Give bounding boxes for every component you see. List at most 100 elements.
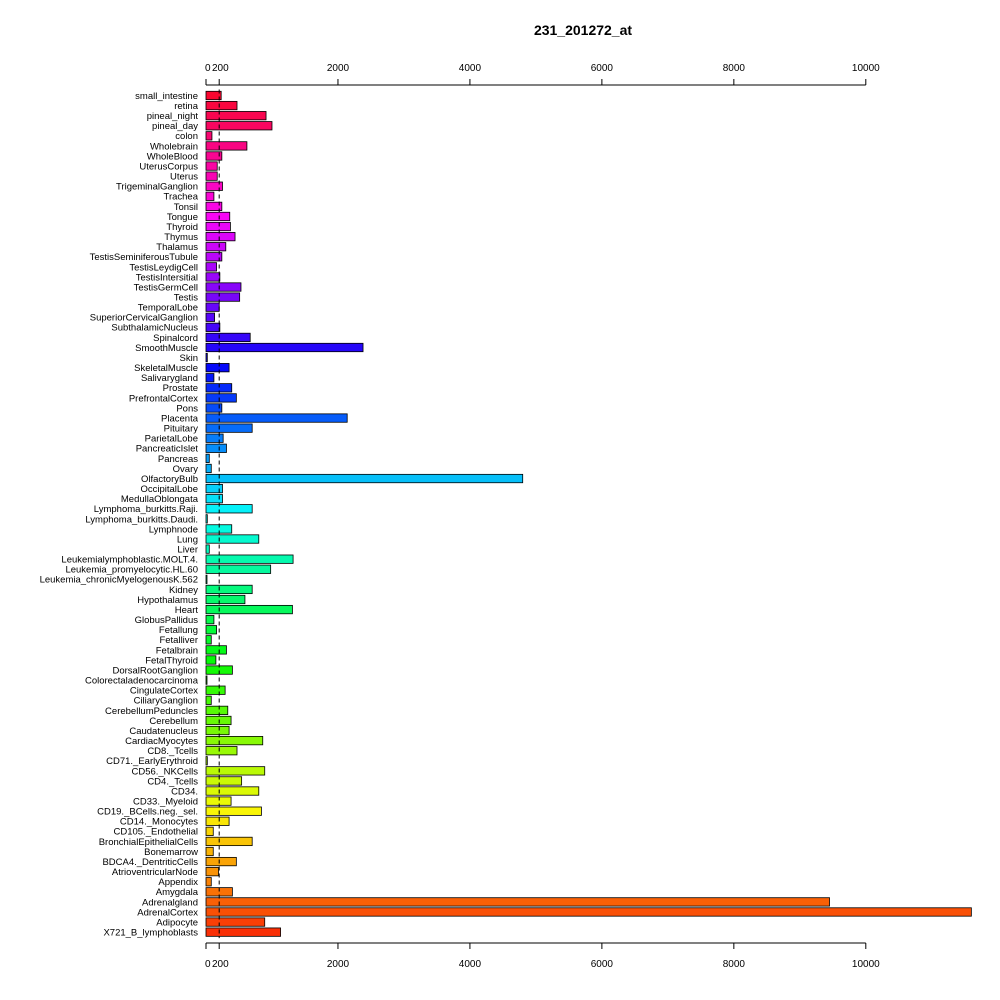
category-label: Hypothalamus — [137, 595, 198, 606]
bar — [205, 877, 212, 887]
bar — [205, 453, 210, 463]
category-label: Ovary — [173, 464, 199, 475]
bar — [205, 272, 221, 282]
category-label: SubthalamicNucleus — [111, 323, 198, 334]
bar — [205, 685, 226, 695]
category-label: CD14._Monocytes — [120, 817, 198, 828]
x-tick-label: 200 — [212, 63, 229, 74]
category-label: OccipitalLobe — [140, 484, 198, 495]
bar — [205, 867, 219, 877]
category-label: DorsalRootGanglion — [112, 665, 198, 676]
bar — [205, 181, 223, 191]
x-tick-label: 10000 — [852, 63, 880, 74]
category-label: Colorectaladenocarcinoma — [85, 676, 199, 687]
category-label: Uterus — [170, 172, 198, 183]
bar — [205, 544, 210, 554]
bar — [205, 463, 212, 474]
category-label: TestisIntersitial — [136, 272, 198, 283]
bar — [205, 221, 231, 232]
category-label: PrefrontalCortex — [129, 393, 198, 404]
category-label: Thalamus — [156, 242, 198, 253]
category-label: CD8._Tcells — [147, 746, 198, 757]
category-label: Lung — [177, 534, 198, 545]
bar — [205, 806, 262, 816]
category-label: CD56._NKCells — [131, 766, 198, 777]
bar — [205, 796, 232, 806]
category-label: Heart — [175, 605, 199, 616]
category-label: CiliaryGanglion — [134, 696, 198, 707]
category-label: Testis — [174, 293, 199, 304]
bar — [205, 494, 223, 504]
bar — [205, 816, 230, 826]
category-label: AtrioventricularNode — [112, 867, 198, 878]
x-tick-label: 0 — [205, 959, 211, 970]
bar — [205, 363, 230, 373]
bar — [205, 826, 214, 836]
category-label: TestisSeminiferousTubule — [90, 252, 198, 263]
x-tick-label: 2000 — [327, 63, 350, 74]
bar — [205, 715, 232, 726]
category-label: CingulateCortex — [130, 686, 198, 697]
category-label: MedullaOblongata — [121, 494, 199, 505]
category-label: Lymphnode — [149, 524, 198, 535]
x-tick-label: 200 — [212, 959, 229, 970]
category-label: pineal_day — [152, 121, 198, 132]
bar — [205, 514, 208, 524]
x-tick-label: 0 — [205, 63, 211, 74]
bar — [205, 736, 264, 746]
category-label: CD33._Myeloid — [133, 797, 198, 808]
bar — [205, 423, 253, 433]
category-label: CD71._EarlyErythroid — [106, 756, 198, 767]
x-tick-label: 4000 — [459, 959, 482, 970]
bar — [205, 584, 253, 595]
bar — [205, 191, 215, 201]
x-tick-label: 2000 — [327, 959, 350, 970]
bar — [205, 746, 238, 756]
category-label: Lymphoma_burkitts.Raji. — [94, 504, 198, 515]
category-label: SkeletalMuscle — [134, 363, 198, 374]
bar — [205, 846, 214, 857]
category-label: CardiacMyocytes — [125, 736, 198, 747]
category-label: CD105._Endothelial — [113, 827, 198, 838]
category-label: CD19._BCells.neg._sel. — [97, 807, 198, 818]
bar — [205, 554, 294, 564]
bar — [205, 312, 215, 322]
bar — [205, 403, 223, 413]
bar — [205, 645, 227, 655]
bar — [205, 625, 217, 635]
category-label: Leukemia_chronicMyelogenousK.562 — [40, 575, 198, 586]
category-label: Thyroid — [166, 222, 198, 233]
bar — [205, 786, 260, 796]
bar — [205, 776, 243, 786]
category-label: Pituitary — [164, 424, 199, 435]
bar — [205, 927, 281, 937]
category-label: CD4._Tcells — [147, 776, 198, 787]
bar — [205, 504, 253, 514]
bar — [205, 322, 221, 332]
bar — [205, 232, 236, 242]
bar — [205, 393, 237, 403]
bar — [205, 574, 208, 584]
bar — [205, 262, 217, 272]
category-label: Appendix — [158, 877, 198, 888]
category-label: colon — [175, 131, 198, 142]
bar — [205, 907, 972, 917]
bar — [205, 151, 223, 161]
category-label: TestisGermCell — [134, 282, 198, 293]
bar — [205, 856, 237, 867]
category-label: Pons — [176, 403, 198, 414]
bar — [205, 635, 212, 645]
category-label: TestisLeydigCell — [129, 262, 198, 273]
bar — [205, 352, 208, 363]
category-label: CerebellumPeduncles — [105, 706, 198, 717]
category-label: ParietalLobe — [145, 434, 198, 445]
x-tick-label: 8000 — [723, 959, 746, 970]
bar — [205, 131, 213, 141]
bar — [205, 756, 208, 766]
category-label: Tonsil — [174, 202, 198, 213]
bar — [205, 695, 212, 705]
bar — [205, 534, 260, 544]
bar — [205, 111, 267, 121]
bar — [205, 90, 222, 101]
category-label: Skin — [180, 353, 198, 364]
